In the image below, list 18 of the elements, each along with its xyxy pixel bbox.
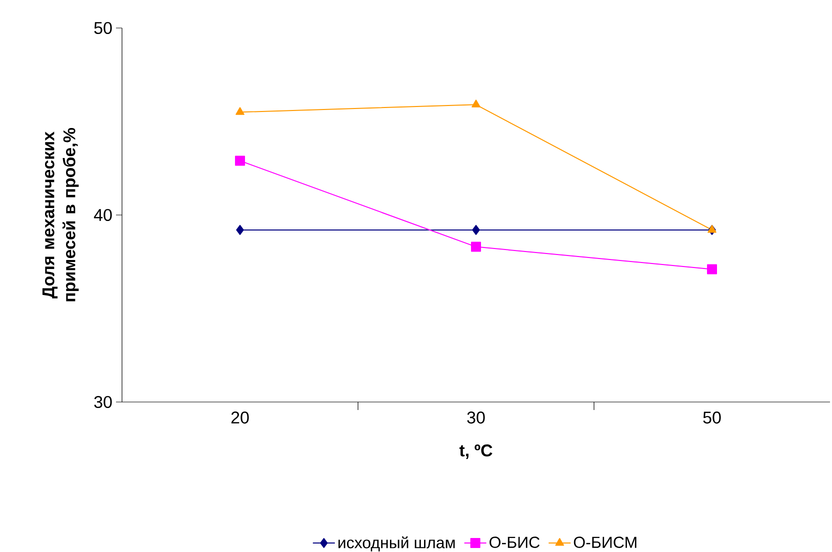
x-tick-label: 50 (703, 412, 721, 424)
legend-label: О-БИС (490, 536, 540, 548)
legend-label: О-БИСМ (574, 536, 636, 548)
point (471, 242, 482, 252)
y-axis-title: Доля механических примесей в пробе,% (42, 128, 79, 302)
legend-label: исходный шлам (338, 536, 455, 552)
y-tick-label: 50 (94, 22, 112, 34)
point (235, 156, 246, 166)
x-axis-title: t, ºC (459, 444, 492, 459)
y-tick-label: 40 (94, 208, 112, 222)
point (236, 107, 244, 115)
point (236, 224, 244, 235)
point (472, 100, 480, 108)
point (707, 264, 718, 274)
y-tick-label: 30 (94, 396, 112, 408)
x-tick-label: 30 (467, 412, 485, 424)
point (472, 224, 480, 235)
x-tick-label: 20 (231, 412, 249, 424)
